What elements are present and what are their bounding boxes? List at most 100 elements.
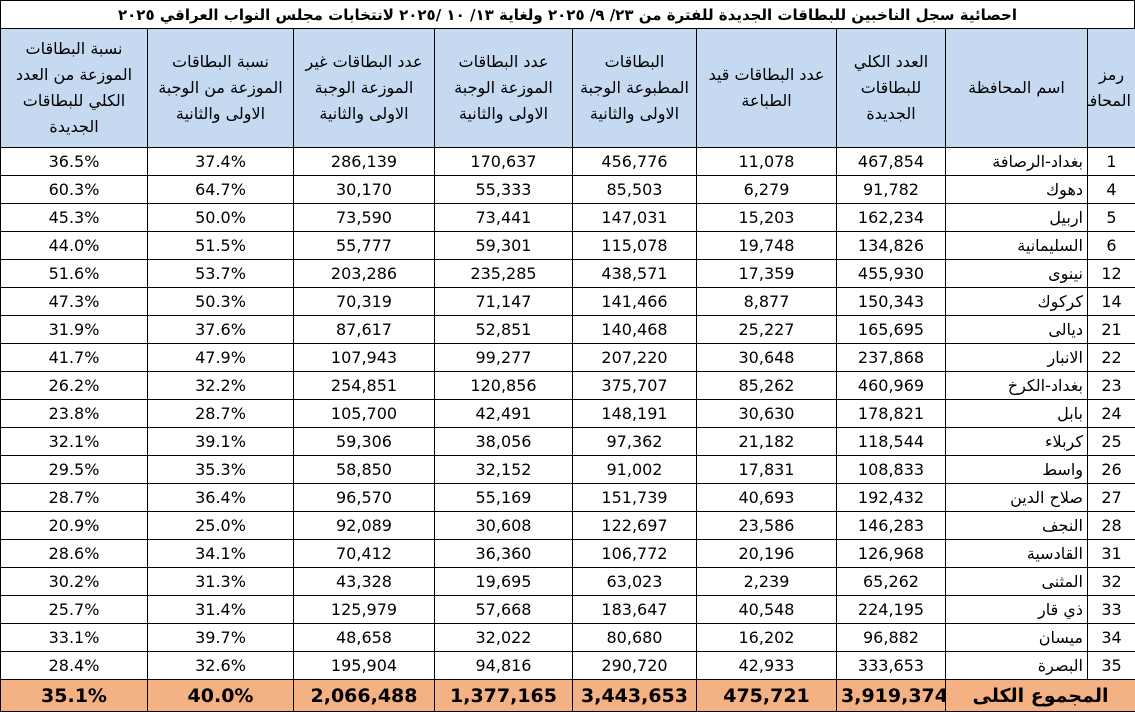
column-header: عدد البطاقات الموزعة الوجبة الاولى والثا… xyxy=(434,28,573,148)
province-code: 24 xyxy=(1087,399,1135,428)
province-code: 34 xyxy=(1087,623,1135,652)
total-cell: 40.0% xyxy=(147,679,294,712)
cell: 32,152 xyxy=(434,455,573,484)
cell: 23,586 xyxy=(696,511,837,540)
cell: 170,637 xyxy=(434,147,573,176)
cell: 55,333 xyxy=(434,175,573,204)
cell: 333,653 xyxy=(836,651,946,680)
total-label: المجموع الكلى xyxy=(945,679,1135,712)
cell: 21,182 xyxy=(696,427,837,456)
table-row: 1 بغداد-الرصافة 467,854 11,078 456,776 170,63… xyxy=(0,147,1135,176)
table-row: 26 واسط 108,833 17,831 91,002 32,152 58,850 35.… xyxy=(0,455,1135,484)
cell: 37.6% xyxy=(147,315,294,344)
cell: 52,851 xyxy=(434,315,573,344)
table-row: 32 المثنى 65,262 2,239 63,023 19,695 43,328 31.… xyxy=(0,567,1135,596)
table-row: 14 كركوك 150,343 8,877 141,466 71,147 70,319 50… xyxy=(0,287,1135,316)
cell: 38,056 xyxy=(434,427,573,456)
cell: 207,220 xyxy=(572,343,697,372)
cell: 59,301 xyxy=(434,231,573,260)
cell: 51.5% xyxy=(147,231,294,260)
province-code: 5 xyxy=(1087,203,1135,232)
cell: 162,234 xyxy=(836,203,946,232)
cell: 36.4% xyxy=(147,483,294,512)
province-code: 12 xyxy=(1087,259,1135,288)
cell: 47.9% xyxy=(147,343,294,372)
cell: 254,851 xyxy=(293,371,435,400)
province-name: السليمانية xyxy=(945,231,1088,260)
cell: 28.6% xyxy=(0,539,148,568)
cell: 126,968 xyxy=(836,539,946,568)
column-header: عدد البطاقات غير الموزعة الوجبة الاولى و… xyxy=(293,28,435,148)
province-code: 25 xyxy=(1087,427,1135,456)
cell: 29.5% xyxy=(0,455,148,484)
cell: 91,782 xyxy=(836,175,946,204)
province-code: 4 xyxy=(1087,175,1135,204)
cell: 16,202 xyxy=(696,623,837,652)
cell: 17,831 xyxy=(696,455,837,484)
cell: 108,833 xyxy=(836,455,946,484)
cell: 96,882 xyxy=(836,623,946,652)
cell: 15,203 xyxy=(696,203,837,232)
cell: 30,648 xyxy=(696,343,837,372)
province-name: كركوك xyxy=(945,287,1088,316)
cell: 47.3% xyxy=(0,287,148,316)
cell: 192,432 xyxy=(836,483,946,512)
province-name: المثنى xyxy=(945,567,1088,596)
cell: 31.9% xyxy=(0,315,148,344)
title: احصائية سجل الناخبين للبطاقات الجديدة لل… xyxy=(0,0,1135,28)
province-code: 28 xyxy=(1087,511,1135,540)
cell: 99,277 xyxy=(434,343,573,372)
cell: 31.4% xyxy=(147,595,294,624)
cell: 97,362 xyxy=(572,427,697,456)
cell: 26.2% xyxy=(0,371,148,400)
cell: 203,286 xyxy=(293,259,435,288)
cell: 19,748 xyxy=(696,231,837,260)
column-header: اسم المحافظة xyxy=(945,28,1088,148)
table-row: 21 ديالى 165,695 25,227 140,468 52,851 87,617 3… xyxy=(0,315,1135,344)
cell: 57,668 xyxy=(434,595,573,624)
cell: 286,139 xyxy=(293,147,435,176)
cell: 85,262 xyxy=(696,371,837,400)
table-row: 23 بغداد-الكرخ 460,969 85,262 375,707 120,856… xyxy=(0,371,1135,400)
cell: 195,904 xyxy=(293,651,435,680)
cell: 151,739 xyxy=(572,483,697,512)
province-code: 32 xyxy=(1087,567,1135,596)
province-code: 33 xyxy=(1087,595,1135,624)
cell: 6,279 xyxy=(696,175,837,204)
cell: 65,262 xyxy=(836,567,946,596)
cell: 165,695 xyxy=(836,315,946,344)
cell: 28.7% xyxy=(0,483,148,512)
cell: 53.7% xyxy=(147,259,294,288)
cell: 17,359 xyxy=(696,259,837,288)
cell: 456,776 xyxy=(572,147,697,176)
province-code: 27 xyxy=(1087,483,1135,512)
province-name: بغداد-الرصافة xyxy=(945,147,1088,176)
table-row: 4 دهوك 91,782 6,279 85,503 55,333 30,170 64.7% 6… xyxy=(0,175,1135,204)
cell: 2,239 xyxy=(696,567,837,596)
province-name: اربيل xyxy=(945,203,1088,232)
cell: 134,826 xyxy=(836,231,946,260)
cell: 50.3% xyxy=(147,287,294,316)
province-name: كربلاء xyxy=(945,427,1088,456)
cell: 120,856 xyxy=(434,371,573,400)
cell: 31.3% xyxy=(147,567,294,596)
cell: 25.7% xyxy=(0,595,148,624)
table-row: 33 ذي قار 224,195 40,548 183,647 57,668 125,97… xyxy=(0,595,1135,624)
total-cell: 2,066,488 xyxy=(293,679,435,712)
cell: 55,169 xyxy=(434,483,573,512)
column-header: نسبة البطاقات الموزعة من الوجبة الاولى و… xyxy=(147,28,294,148)
cell: 73,590 xyxy=(293,203,435,232)
province-name: البصرة xyxy=(945,651,1088,680)
column-header: العدد الكلي للبطاقات الجديدة xyxy=(836,28,946,148)
cell: 36,360 xyxy=(434,539,573,568)
province-name: بغداد-الكرخ xyxy=(945,371,1088,400)
province-name: دهوك xyxy=(945,175,1088,204)
table-row: 28 النجف 146,283 23,586 122,697 30,608 92,089 2… xyxy=(0,511,1135,540)
cell: 35.3% xyxy=(147,455,294,484)
cell: 107,943 xyxy=(293,343,435,372)
province-name: الانبار xyxy=(945,343,1088,372)
cell: 146,283 xyxy=(836,511,946,540)
cell: 71,147 xyxy=(434,287,573,316)
cell: 140,468 xyxy=(572,315,697,344)
